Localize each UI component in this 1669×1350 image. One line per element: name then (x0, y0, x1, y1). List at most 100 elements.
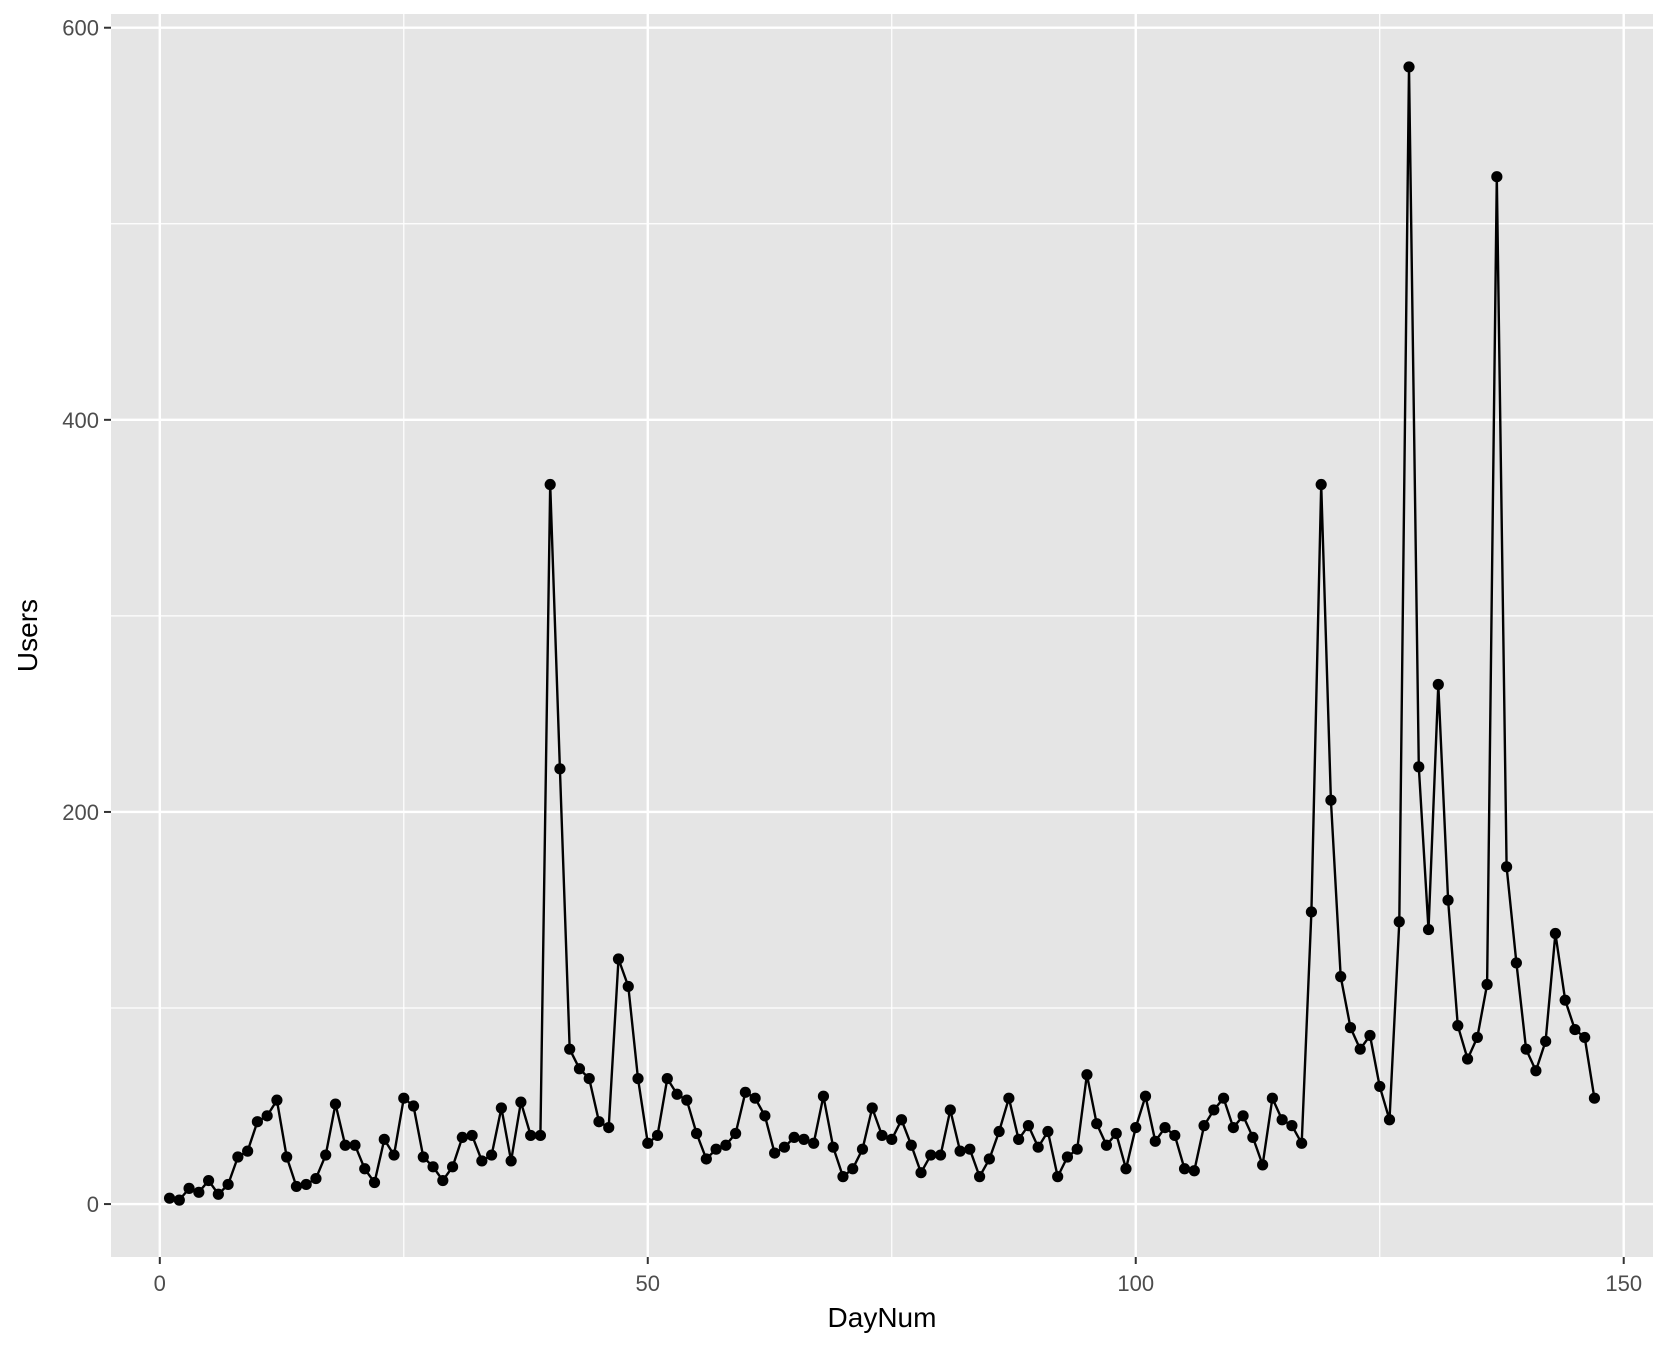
data-point (1208, 1104, 1220, 1116)
data-point (788, 1131, 800, 1144)
y-tick-label: 0 (87, 1192, 99, 1217)
plot-panel (111, 14, 1653, 1257)
data-point (593, 1116, 605, 1128)
data-point (1520, 1043, 1532, 1055)
data-point (1491, 171, 1503, 183)
data-point (1559, 994, 1571, 1006)
data-point (1305, 906, 1318, 918)
data-point (515, 1096, 527, 1108)
data-point (466, 1129, 478, 1142)
data-point (427, 1161, 439, 1173)
data-point (983, 1153, 995, 1165)
series-points (163, 61, 1601, 1206)
axis-ticks (104, 26, 1625, 1264)
data-point (573, 1063, 586, 1075)
data-point (651, 1129, 664, 1142)
data-point (993, 1125, 1005, 1138)
data-point (1257, 1159, 1269, 1171)
x-axis-tick-labels: 0 50 100 150 (154, 1271, 1642, 1296)
data-point (1227, 1122, 1239, 1134)
data-point (1510, 957, 1522, 969)
data-point (1247, 1131, 1259, 1144)
data-point (1540, 1035, 1552, 1047)
data-point (612, 953, 625, 965)
data-point (1422, 923, 1435, 936)
data-point (1120, 1163, 1132, 1175)
data-point (1022, 1120, 1034, 1132)
data-point (1432, 678, 1444, 691)
data-point (456, 1131, 468, 1144)
data-point (417, 1151, 429, 1163)
data-point (886, 1133, 898, 1145)
data-point (1530, 1065, 1542, 1077)
data-point (564, 1043, 576, 1055)
data-point (681, 1094, 693, 1106)
data-point (534, 1129, 547, 1142)
data-point (1296, 1137, 1308, 1149)
data-point (808, 1137, 820, 1149)
data-point (1052, 1171, 1064, 1183)
x-tick-label: 150 (1605, 1271, 1642, 1296)
data-point (290, 1180, 303, 1193)
data-point (1393, 916, 1405, 928)
y-axis-tick-labels: 0 200 400 600 (62, 16, 99, 1217)
y-tick-label: 200 (62, 800, 99, 825)
data-point (1110, 1127, 1122, 1140)
data-point (222, 1178, 234, 1191)
data-point (749, 1092, 761, 1104)
data-point (632, 1072, 644, 1085)
data-point (1344, 1022, 1357, 1034)
data-point (769, 1147, 781, 1159)
data-point (1139, 1090, 1152, 1102)
data-point (1442, 894, 1454, 906)
data-point (1481, 978, 1493, 991)
data-point (1130, 1122, 1142, 1134)
data-point (525, 1129, 537, 1142)
data-point (1354, 1043, 1366, 1055)
data-point (368, 1176, 381, 1189)
data-point (700, 1153, 712, 1165)
data-point (739, 1086, 751, 1098)
data-point (554, 763, 566, 775)
data-point (1237, 1110, 1249, 1122)
data-point (1266, 1092, 1278, 1104)
data-point (1217, 1092, 1230, 1104)
data-point (173, 1194, 185, 1206)
y-tick-label: 600 (62, 16, 99, 41)
data-point (1032, 1141, 1044, 1153)
data-point (1383, 1114, 1396, 1126)
data-point (339, 1139, 351, 1151)
major-gridlines (111, 14, 1653, 1257)
data-point (661, 1072, 673, 1085)
data-point (261, 1110, 273, 1122)
data-point (1374, 1080, 1386, 1093)
data-point (1325, 794, 1337, 806)
data-point (1061, 1151, 1074, 1163)
data-point (1315, 478, 1327, 491)
data-point (1013, 1133, 1025, 1145)
data-point (876, 1129, 888, 1142)
data-point (1149, 1135, 1161, 1147)
data-point (505, 1155, 517, 1167)
data-point (1403, 61, 1415, 73)
data-point (1461, 1053, 1474, 1065)
data-point (720, 1139, 732, 1151)
data-point (1286, 1120, 1298, 1132)
data-point (964, 1143, 976, 1155)
data-point (359, 1163, 371, 1175)
data-point (310, 1172, 322, 1185)
data-point (378, 1133, 390, 1145)
data-point (1501, 861, 1513, 873)
data-point (163, 1192, 176, 1204)
data-point (271, 1094, 283, 1106)
data-point (495, 1102, 507, 1114)
x-tick-label: 100 (1117, 1271, 1154, 1296)
data-point (1276, 1114, 1288, 1126)
data-point (544, 478, 556, 491)
data-point (856, 1143, 869, 1155)
data-point (486, 1149, 498, 1161)
data-point (1169, 1129, 1181, 1142)
minor-gridlines (111, 14, 1653, 1257)
data-point (837, 1171, 849, 1183)
